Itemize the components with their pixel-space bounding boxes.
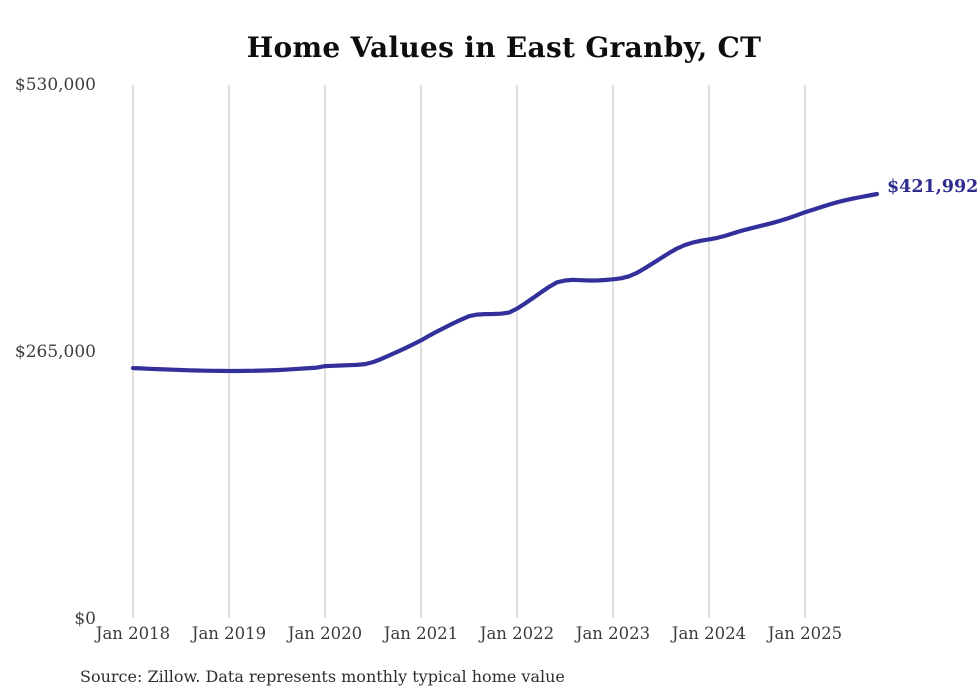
- source-note: Source: Zillow. Data represents monthly …: [80, 667, 565, 686]
- x-axis-tick-jan-2022: Jan 2022: [479, 624, 555, 643]
- latest-value-label: $421,992: [887, 177, 979, 197]
- chart-title: Home Values in East Granby, CT: [246, 31, 762, 64]
- y-axis-tick-265000: $265,000: [14, 342, 96, 362]
- x-axis-tick-jan-2023: Jan 2023: [575, 624, 651, 643]
- x-axis-tick-jan-2024: Jan 2024: [671, 624, 747, 643]
- x-axis-tick-jan-2019: Jan 2019: [191, 624, 267, 643]
- x-axis-tick-jan-2020: Jan 2020: [287, 624, 363, 643]
- x-axis-tick-jan-2021: Jan 2021: [383, 624, 459, 643]
- x-axis-tick-jan-2018: Jan 2018: [95, 624, 171, 643]
- gridlines: [132, 85, 806, 618]
- y-axis-tick-530000: $530,000: [14, 75, 96, 95]
- x-axis-tick-jan-2025: Jan 2025: [767, 624, 843, 643]
- home-value-line: [130, 191, 880, 374]
- y-axis-tick-0: $0: [74, 609, 96, 629]
